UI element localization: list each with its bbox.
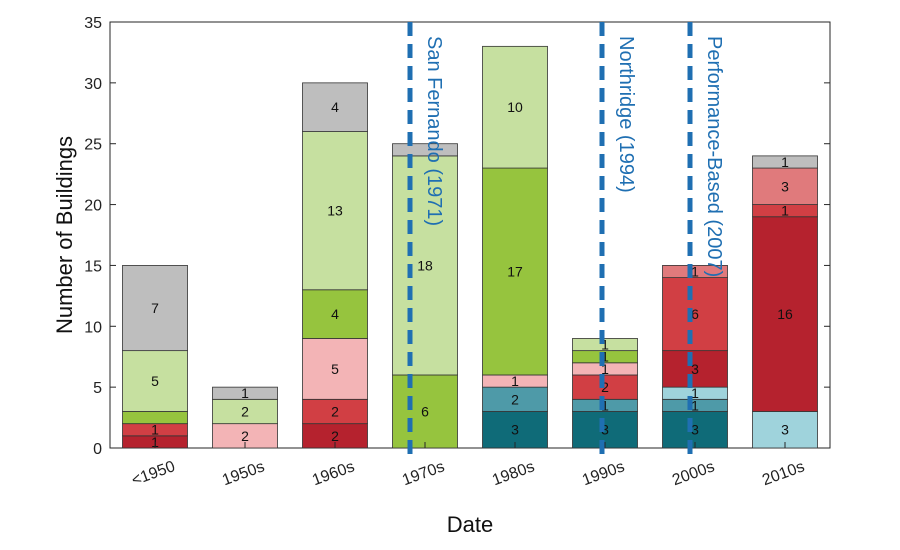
segment-value-label: 1 (151, 422, 159, 438)
event-label: Performance-Based (2007) (703, 36, 725, 277)
segment-value-label: 2 (331, 403, 339, 419)
segment-value-label: 5 (151, 373, 159, 389)
bar-segment (752, 216, 818, 412)
y-tick-label: 10 (84, 319, 102, 336)
segment-value-label: 1 (511, 373, 519, 389)
segment-value-label: 3 (781, 422, 789, 438)
bar-segment (302, 82, 368, 132)
bar-segment (662, 265, 728, 278)
bar-segment (572, 338, 638, 352)
x-tick-label: 1980s (490, 458, 537, 489)
bar-segment (662, 350, 728, 388)
bar-segment (572, 374, 638, 400)
segment-value-label: 7 (151, 300, 159, 316)
segment-value-label: 16 (777, 306, 793, 322)
y-tick-label: 20 (84, 198, 102, 215)
bar-segment (482, 167, 548, 376)
y-tick-label: 15 (84, 258, 102, 275)
segment-value-label: 1 (601, 397, 609, 413)
segment-value-label: 4 (331, 99, 339, 115)
y-axis-label: Number of Buildings (52, 136, 77, 334)
segment-value-label: 1 (601, 337, 609, 353)
bar-segment (122, 411, 188, 425)
x-axis-label: Date (447, 512, 493, 537)
bar-segment (122, 350, 188, 412)
x-tick-label: 1970s (400, 458, 447, 489)
segment-value-label: 1 (151, 434, 159, 450)
segment-value-label: 1 (691, 397, 699, 413)
bar-segment (752, 155, 818, 169)
segment-value-label: 6 (691, 306, 699, 322)
segment-value-label: 1 (781, 154, 789, 170)
bar-segment (302, 338, 368, 400)
segment-value-label: 18 (417, 257, 433, 273)
segment-value-label: 4 (331, 306, 339, 322)
bar-segment (752, 411, 818, 449)
segment-value-label: 2 (241, 428, 249, 444)
bar-segment (752, 167, 818, 205)
bar-segment (302, 131, 368, 291)
y-tick-label: 35 (84, 15, 102, 32)
y-tick-label: 25 (84, 137, 102, 154)
segment-value-label: 3 (511, 422, 519, 438)
segment-value-label: 13 (327, 203, 343, 219)
x-tick-label: 1960s (310, 458, 357, 489)
segment-value-label: 10 (507, 99, 523, 115)
segment-value-label: 3 (781, 178, 789, 194)
segment-value-label: 3 (691, 361, 699, 377)
bar-segment (392, 374, 458, 449)
x-tick-label: <1950 (129, 458, 177, 489)
segment-value-label: 2 (511, 391, 519, 407)
bar-segment (122, 265, 188, 352)
x-tick-label: 1950s (220, 458, 267, 489)
segment-value-label: 1 (691, 385, 699, 401)
bar-segment (392, 143, 458, 157)
segment-value-label: 3 (601, 422, 609, 438)
bar-segment (662, 411, 728, 449)
segment-value-label: 17 (507, 264, 523, 280)
segment-value-label: 5 (331, 361, 339, 377)
segment-value-label: 2 (331, 428, 339, 444)
segment-value-label: 1 (781, 203, 789, 219)
bar-segment (482, 45, 548, 169)
segment-value-label: 1 (601, 349, 609, 365)
y-tick-label: 5 (93, 380, 102, 397)
y-tick-label: 30 (84, 76, 102, 93)
segment-value-label: 1 (691, 264, 699, 280)
bar-segment (212, 398, 278, 425)
event-label: Northridge (1994) (615, 36, 637, 193)
x-axis: <1950 1950s 1960s 1970s 1980s 1990s 2000s 2010s (129, 442, 807, 489)
x-tick-label: 2010s (760, 458, 807, 489)
bar-segment (392, 155, 458, 376)
bar-segment (482, 411, 548, 449)
bar-segment (302, 289, 368, 339)
segment-value-label: 6 (421, 403, 429, 419)
x-tick-label: 2000s (670, 458, 717, 489)
event-lines: San Fernando (1971) Northridge (1994) Perf… (407, 22, 725, 462)
event-label: San Fernando (1971) (423, 36, 445, 226)
segment-value-label: 1 (601, 361, 609, 377)
bar-segment (572, 411, 638, 449)
segment-value-label: 2 (601, 379, 609, 395)
segment-value-label: 1 (241, 385, 249, 401)
bars-group: 1157221225413461832117103121113113613161… (122, 45, 818, 450)
segment-value-label: 2 (241, 403, 249, 419)
segment-value-label: 3 (691, 422, 699, 438)
bar-segment (212, 386, 278, 400)
y-tick-label: 0 (93, 441, 102, 458)
x-tick-label: 1990s (580, 458, 627, 489)
